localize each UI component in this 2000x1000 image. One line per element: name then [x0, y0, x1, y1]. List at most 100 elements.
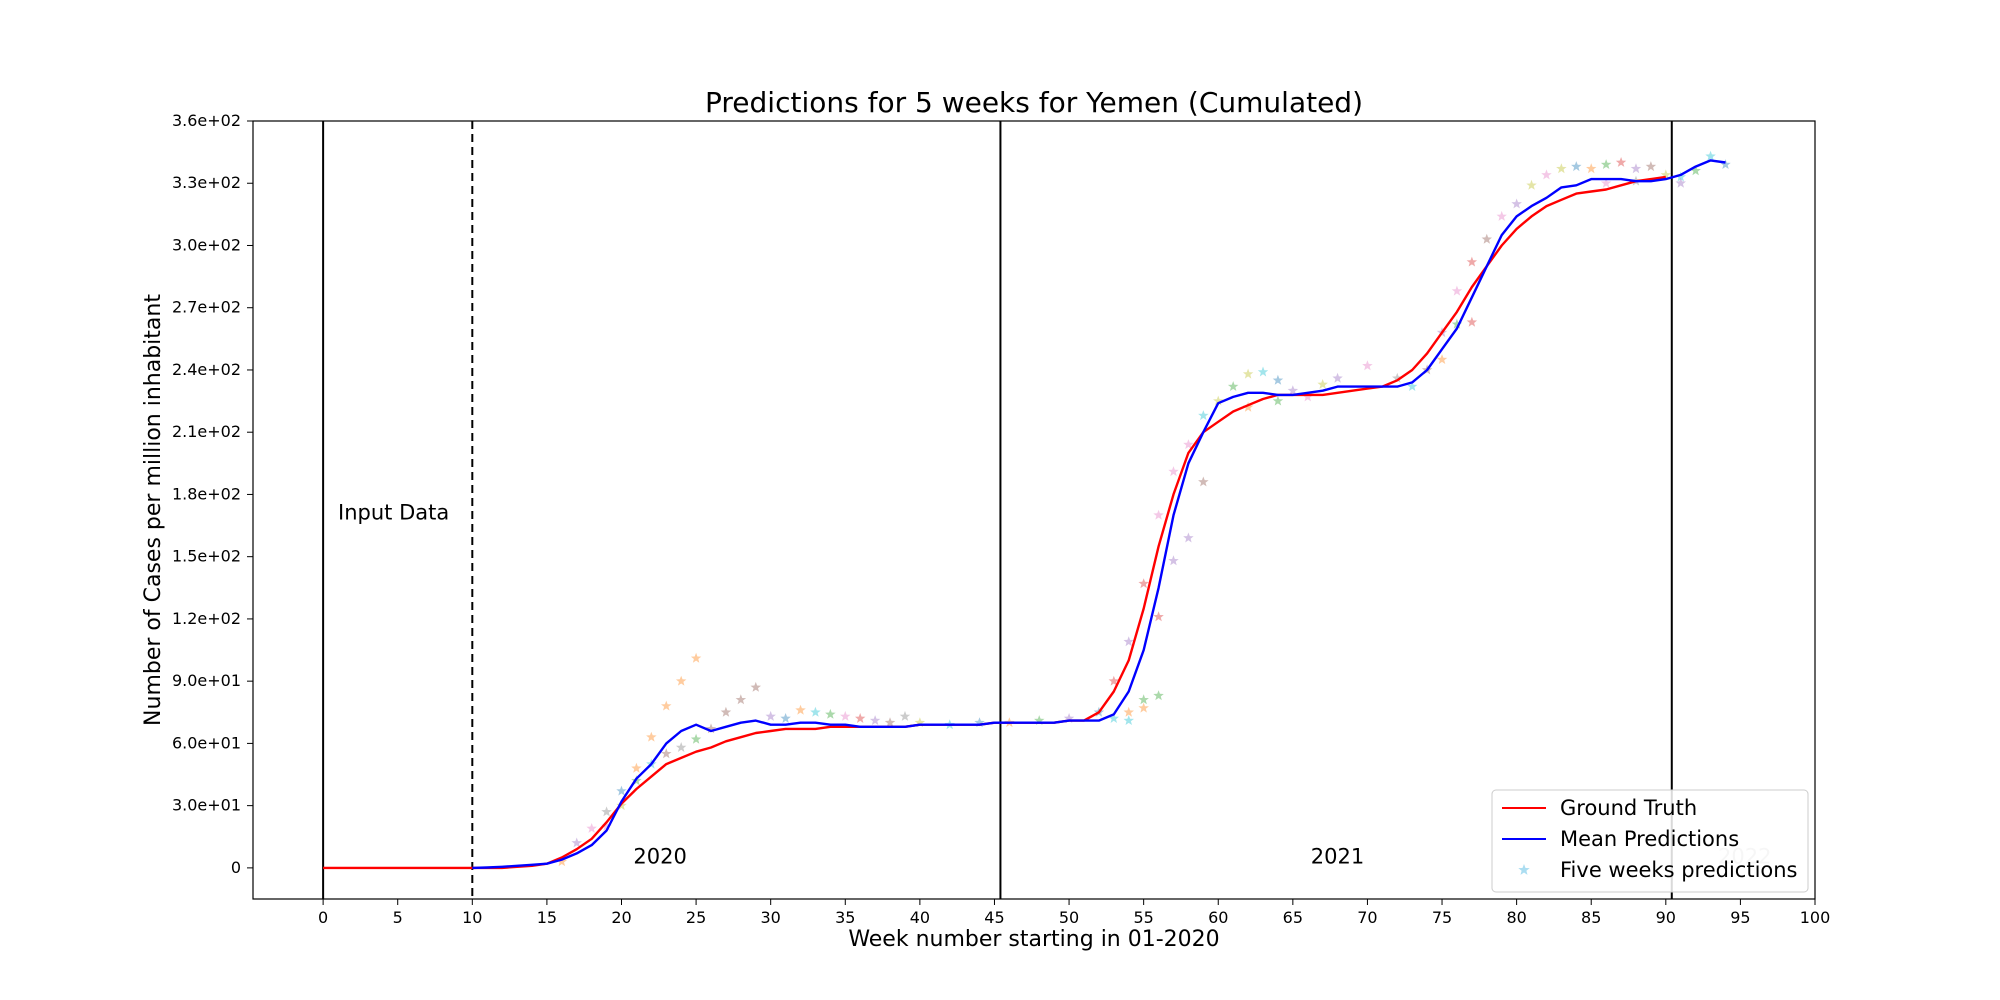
- legend-star-marker: [1518, 864, 1530, 875]
- prediction-point: [675, 742, 687, 752]
- plot-area: Input Data202020212022: [322, 121, 1771, 899]
- prediction-point: [1690, 165, 1701, 176]
- prediction-point: [1034, 715, 1045, 725]
- y-tick-label: 3.6e+02: [172, 111, 241, 130]
- prediction-point: [1705, 150, 1716, 161]
- prediction-point: [1451, 318, 1463, 329]
- prediction-point: [1332, 372, 1343, 383]
- prediction-point: [690, 652, 702, 663]
- y-tick-label: 2.7e+02: [172, 298, 241, 317]
- prediction-point: [1272, 395, 1284, 406]
- prediction-point: [1063, 713, 1075, 723]
- x-tick-label: 80: [1506, 908, 1526, 927]
- x-tick-label: 15: [537, 908, 557, 927]
- prediction-point: [1123, 706, 1134, 717]
- prediction-point: [914, 717, 926, 728]
- prediction-point: [1362, 360, 1373, 371]
- x-tick-label: 85: [1581, 908, 1601, 927]
- prediction-point: [1586, 163, 1597, 174]
- x-tick-label: 40: [910, 908, 930, 927]
- prediction-point: [1541, 169, 1552, 180]
- prediction-point: [1272, 374, 1284, 385]
- prediction-point: [765, 710, 776, 721]
- prediction-point: [1168, 555, 1179, 566]
- prediction-point: [646, 731, 657, 742]
- prediction-point: [1123, 715, 1134, 725]
- y-tick-label: 1.8e+02: [172, 484, 241, 503]
- x-tick-label: 100: [1800, 908, 1831, 927]
- prediction-point: [1168, 466, 1179, 477]
- mean-predictions-line: [472, 159, 1726, 870]
- prediction-point: [855, 713, 866, 723]
- prediction-point: [1720, 159, 1731, 169]
- prediction-point: [750, 681, 761, 692]
- y-axis: 0 3.0e+01 6.0e+01 9.0e+01 1.2e+02 1.5e+02 1.8e…: [172, 111, 253, 877]
- prediction-point: [720, 706, 732, 717]
- prediction-point: [1660, 169, 1671, 180]
- prediction-point: [1615, 157, 1627, 167]
- x-axis: 0 5 10 15 20 25 30 35 40 45 50 55 60 65 70 75 80 85 90 95 10…: [318, 899, 1830, 927]
- prediction-point: [1257, 366, 1269, 377]
- plot-frame: [252, 120, 1816, 900]
- legend-five-weeks-label: Five weeks predictions: [1560, 858, 1798, 882]
- legend-ground-truth-label: Ground Truth: [1560, 796, 1697, 820]
- prediction-point: [1183, 439, 1194, 450]
- prediction-point: [780, 713, 791, 723]
- prediction-point: [1481, 233, 1492, 244]
- y-tick-label: 3.3e+02: [172, 173, 241, 192]
- prediction-point: [1496, 210, 1507, 221]
- annotation-2020: 2020: [633, 845, 686, 869]
- prediction-point: [1138, 694, 1149, 705]
- x-tick-label: 20: [611, 908, 631, 927]
- prediction-point: [1600, 159, 1612, 169]
- prediction-point: [1511, 198, 1522, 209]
- prediction-point: [735, 694, 747, 705]
- prediction-point: [795, 704, 806, 715]
- chart-title: Predictions for 5 weeks for Yemen (Cumul…: [705, 86, 1363, 119]
- prediction-point: [1436, 354, 1448, 364]
- x-tick-label: 95: [1730, 908, 1750, 927]
- ground-truth-line: [323, 175, 1666, 870]
- prediction-point: [586, 823, 597, 833]
- y-tick-label: 6.0e+01: [172, 733, 241, 752]
- prediction-point: [1242, 368, 1254, 379]
- x-tick-label: 10: [462, 908, 482, 927]
- legend-box: [1491, 789, 1809, 893]
- prediction-point: [1317, 379, 1328, 389]
- prediction-point: [1153, 611, 1164, 622]
- prediction-point: [869, 715, 881, 725]
- prediction-point: [1466, 316, 1478, 327]
- prediction-point: [974, 717, 985, 728]
- annotation-input-data: Input Data: [338, 500, 449, 524]
- x-tick-label: 75: [1432, 908, 1452, 927]
- prediction-point: [675, 675, 687, 686]
- prediction-point: [1227, 381, 1239, 391]
- prediction-point: [1675, 171, 1686, 182]
- five-weeks-predictions-series: [556, 150, 1731, 867]
- prediction-point: [1153, 690, 1164, 701]
- x-tick-label: 50: [1059, 908, 1079, 927]
- prediction-point: [1198, 410, 1209, 421]
- x-tick-label: 30: [761, 908, 781, 927]
- legend-five-weeks-swatch: [1518, 864, 1530, 875]
- x-tick-label: 5: [393, 908, 403, 927]
- prediction-point: [1630, 163, 1642, 174]
- x-tick-label: 55: [1133, 908, 1153, 927]
- prediction-point: [631, 762, 642, 773]
- y-tick-label: 3.0e+02: [172, 235, 241, 254]
- prediction-point: [899, 710, 911, 721]
- prediction-point: [705, 723, 717, 734]
- prediction-point: [556, 856, 568, 867]
- y-tick-label: 1.5e+02: [172, 547, 241, 566]
- prediction-point: [1466, 256, 1478, 267]
- prediction-point: [1153, 509, 1164, 520]
- prediction-point: [810, 706, 821, 717]
- y-tick-label: 9.0e+01: [172, 671, 241, 690]
- prediction-point: [571, 837, 582, 848]
- prediction-point: [1645, 161, 1657, 172]
- prediction-point: [1556, 163, 1567, 174]
- prediction-point: [1407, 381, 1418, 391]
- prediction-point: [825, 708, 836, 719]
- prediction-point: [1183, 532, 1194, 543]
- prediction-point: [1287, 385, 1299, 396]
